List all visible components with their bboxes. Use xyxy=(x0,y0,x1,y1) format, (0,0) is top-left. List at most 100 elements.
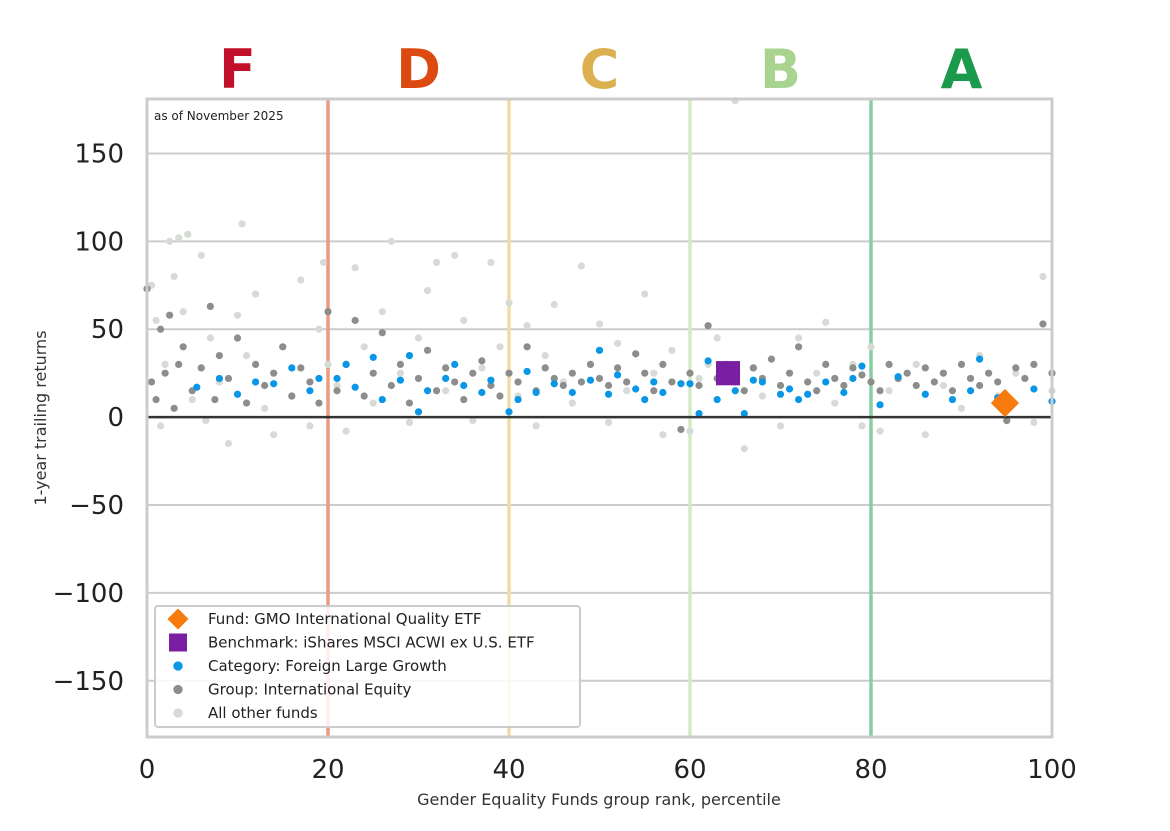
data-point xyxy=(451,360,459,368)
data-point xyxy=(170,404,178,412)
data-point xyxy=(206,334,214,342)
data-point xyxy=(215,374,223,383)
data-point xyxy=(668,378,676,386)
data-point xyxy=(595,374,604,383)
x-axis-label: Gender Equality Funds group rank, percen… xyxy=(417,790,781,809)
data-point xyxy=(351,264,359,272)
data-point xyxy=(876,427,884,435)
data-point xyxy=(740,410,748,418)
data-point xyxy=(840,381,848,390)
data-point xyxy=(822,378,830,386)
y-tick-label: 50 xyxy=(91,315,124,345)
data-point xyxy=(686,369,694,377)
data-point xyxy=(912,360,920,368)
data-point xyxy=(559,381,567,390)
data-point xyxy=(650,387,658,395)
data-point xyxy=(903,369,911,377)
data-point xyxy=(442,387,450,395)
grade-label-d: D xyxy=(396,38,441,101)
highlight-point xyxy=(716,361,741,386)
data-point xyxy=(297,276,305,284)
data-point xyxy=(360,343,368,351)
data-point xyxy=(813,387,821,395)
data-point xyxy=(319,258,328,267)
x-tick-label: 100 xyxy=(1027,755,1077,785)
data-point xyxy=(487,376,495,384)
data-point xyxy=(288,364,296,372)
data-point xyxy=(252,290,260,298)
data-point xyxy=(595,320,604,328)
data-point xyxy=(650,369,658,377)
data-point xyxy=(433,387,441,395)
y-tick-label: −50 xyxy=(69,491,124,521)
data-point xyxy=(156,325,165,333)
data-point xyxy=(867,378,875,386)
y-tick-label: 150 xyxy=(74,139,124,169)
data-point xyxy=(261,381,269,390)
x-tick-label: 0 xyxy=(139,755,156,785)
data-point xyxy=(994,378,1002,386)
data-point xyxy=(224,374,233,383)
data-point xyxy=(378,395,386,404)
data-point xyxy=(776,381,785,390)
data-point xyxy=(822,318,830,326)
data-point xyxy=(315,325,323,333)
data-point xyxy=(152,395,160,404)
data-point xyxy=(202,417,210,425)
data-point xyxy=(831,374,839,383)
data-point xyxy=(460,395,468,404)
data-point xyxy=(704,322,712,330)
grade-label-b: B xyxy=(760,38,801,101)
data-point xyxy=(487,381,495,390)
data-point xyxy=(469,417,477,425)
data-point xyxy=(1039,320,1047,328)
data-point xyxy=(487,258,495,267)
data-point xyxy=(514,395,522,404)
data-point xyxy=(297,364,305,372)
data-point xyxy=(414,408,423,416)
data-point xyxy=(957,360,966,368)
legend-entry: Category: Foreign Large Growth xyxy=(208,657,447,675)
data-point xyxy=(604,381,613,390)
data-point xyxy=(939,381,948,390)
data-point xyxy=(740,445,748,453)
data-point xyxy=(948,387,957,395)
data-point xyxy=(252,360,260,368)
data-point xyxy=(822,360,830,368)
data-point xyxy=(242,352,251,360)
data-point xyxy=(641,290,649,298)
data-point xyxy=(405,418,414,426)
data-point xyxy=(161,360,169,368)
grade-label-a: A xyxy=(941,38,983,101)
data-point xyxy=(288,392,296,400)
data-point xyxy=(505,408,513,416)
data-point xyxy=(614,371,622,379)
data-point xyxy=(586,376,595,384)
data-point xyxy=(369,353,377,361)
data-point xyxy=(813,369,821,377)
data-point xyxy=(306,387,314,395)
data-point xyxy=(713,334,721,342)
legend-marker xyxy=(173,684,183,695)
legend-entry: Fund: GMO International Quality ETF xyxy=(208,610,481,628)
data-point xyxy=(238,220,246,228)
data-point xyxy=(523,322,531,330)
data-point xyxy=(342,360,350,368)
data-point xyxy=(351,383,359,391)
data-point xyxy=(396,360,404,368)
data-point xyxy=(930,378,938,386)
data-point xyxy=(505,299,513,307)
data-point xyxy=(976,355,984,363)
data-point xyxy=(614,364,622,372)
data-point xyxy=(767,355,776,363)
x-tick-label: 60 xyxy=(673,755,706,785)
data-point xyxy=(948,395,957,404)
data-point xyxy=(659,360,667,368)
data-point xyxy=(894,373,902,381)
data-point xyxy=(233,311,242,319)
data-point xyxy=(795,395,803,404)
legend-marker xyxy=(167,608,189,630)
data-point xyxy=(686,380,694,388)
data-point xyxy=(342,427,350,435)
